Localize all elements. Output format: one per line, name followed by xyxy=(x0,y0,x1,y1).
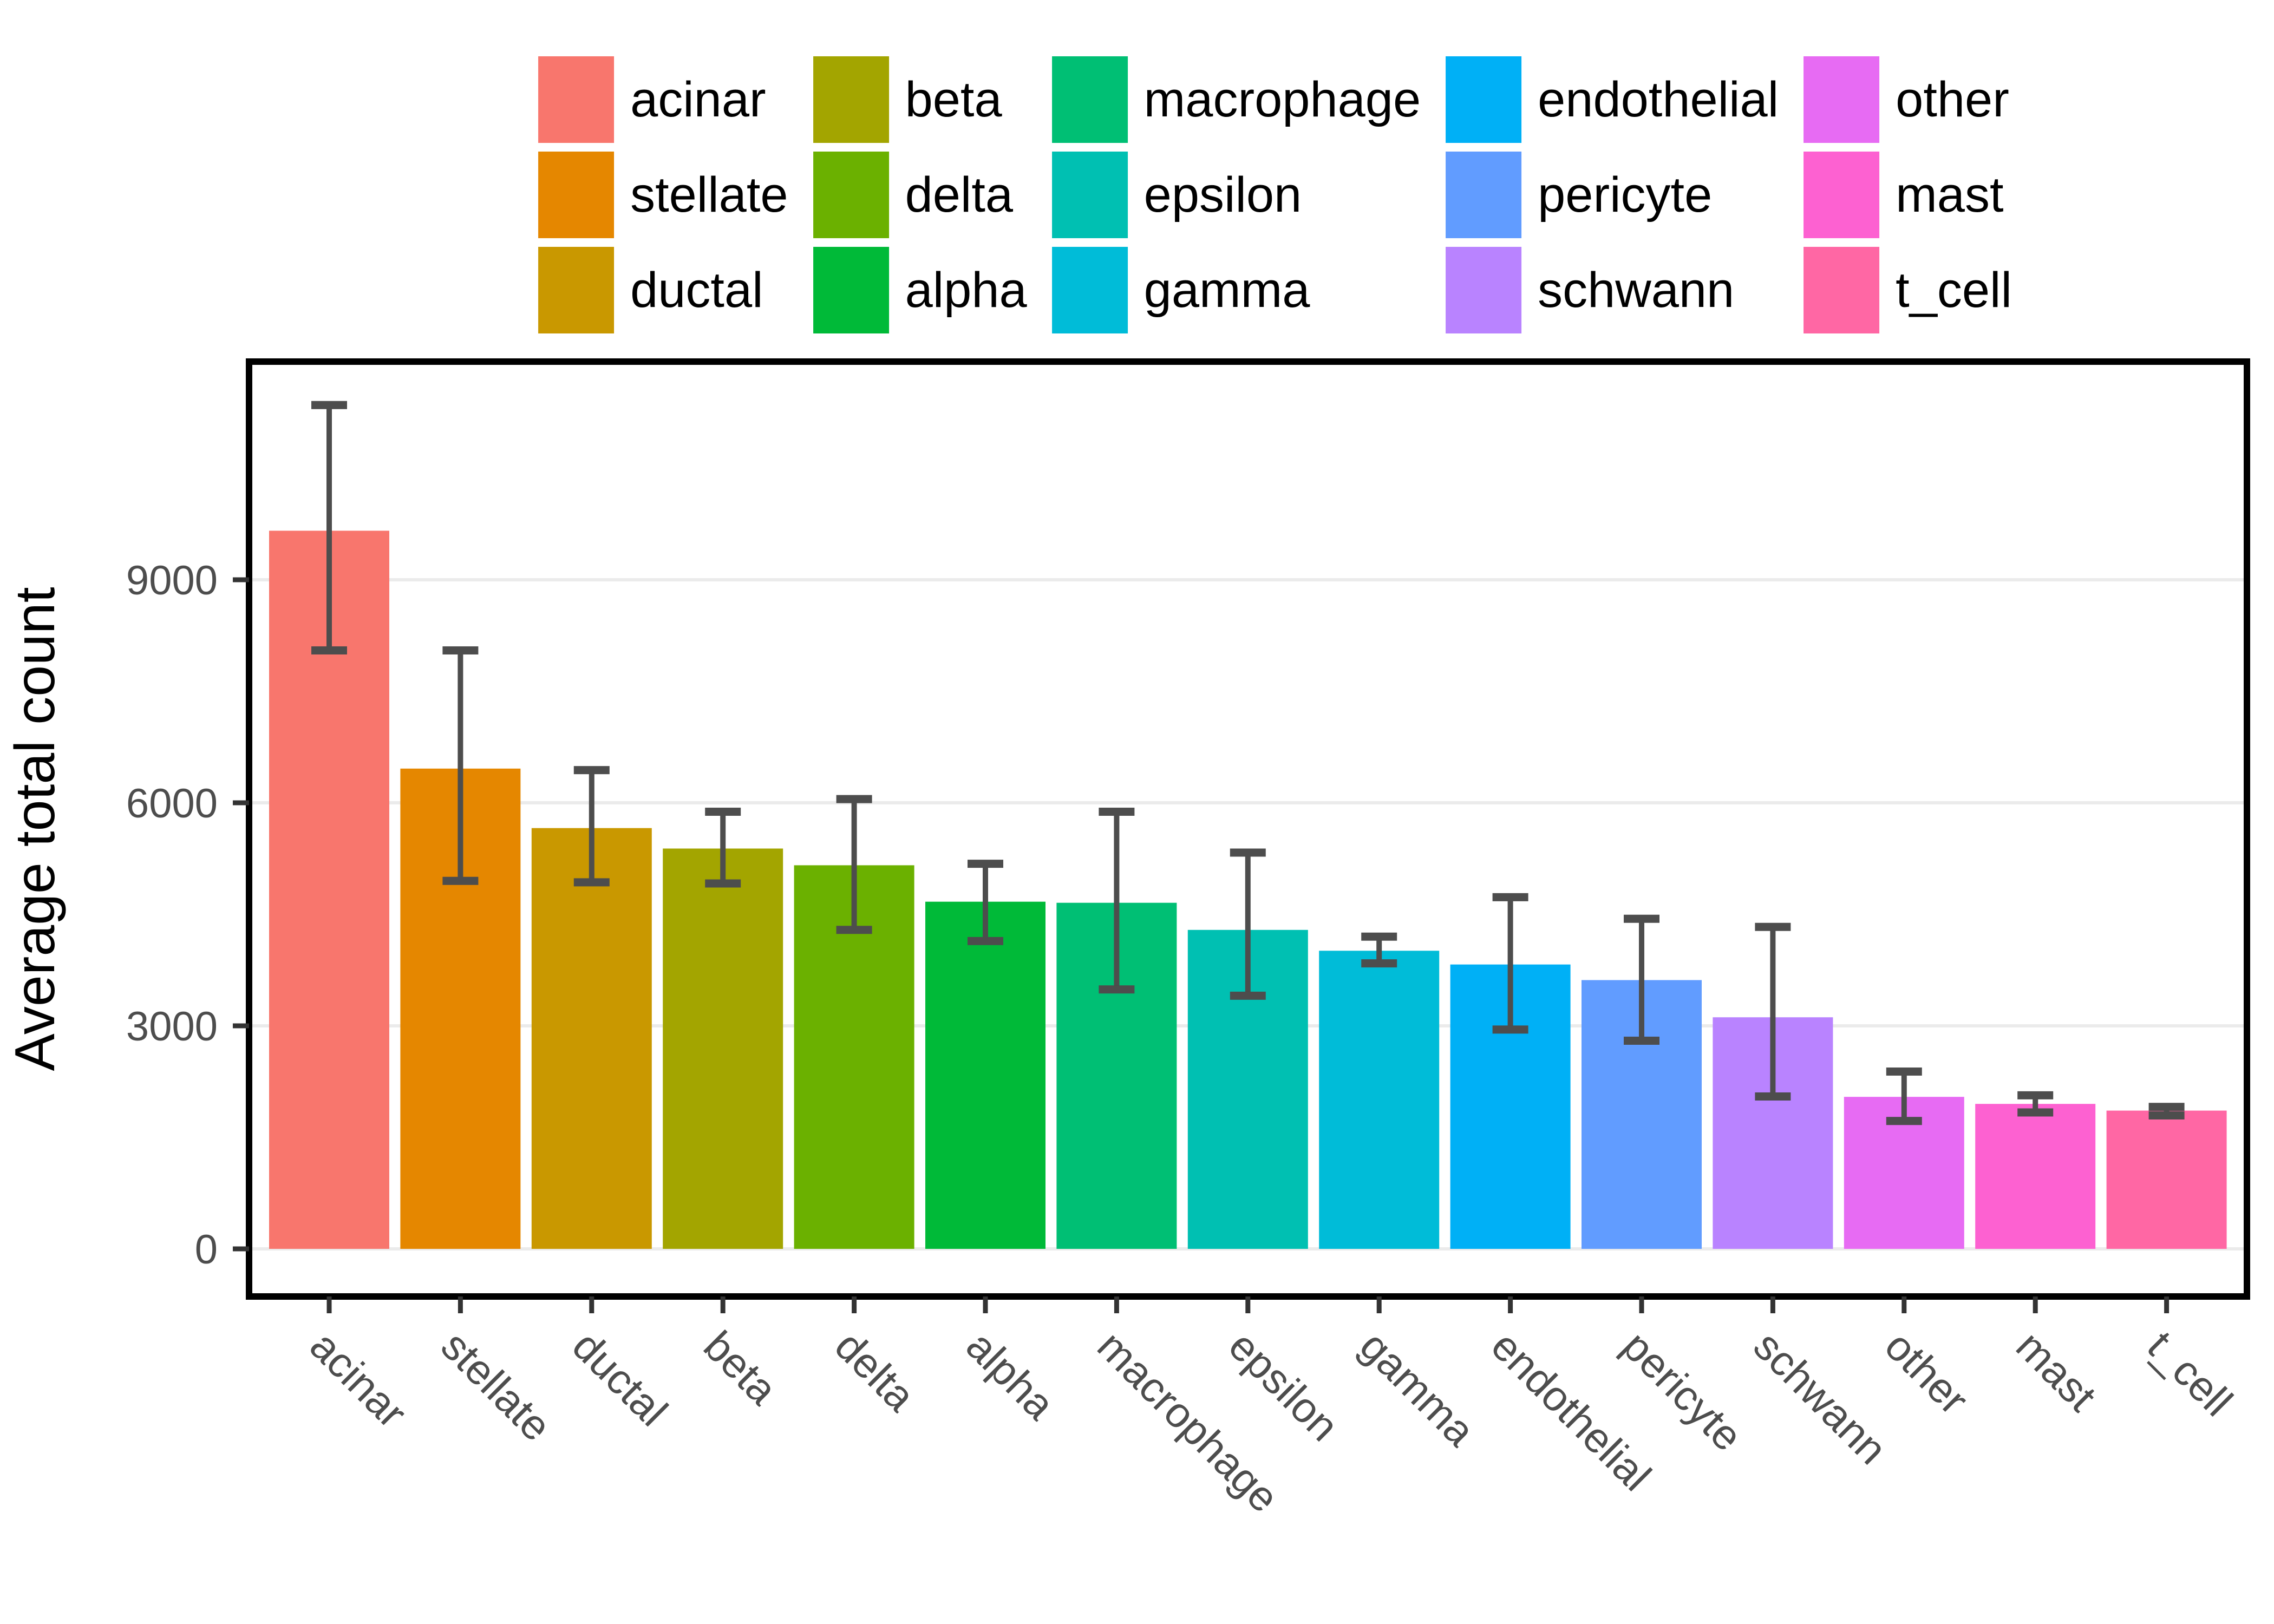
x-tick-label-mast: mast xyxy=(2007,1322,2106,1420)
legend-column: endothelial pericyte schwann xyxy=(1446,56,1779,333)
legend-key-swatch-acinar xyxy=(538,56,615,143)
legend-item-epsilon: epsilon xyxy=(1051,152,1421,238)
legend-label: macrophage xyxy=(1143,72,1421,127)
legend-label: mast xyxy=(1896,167,2004,222)
x-tick-label-schwann: schwann xyxy=(1744,1322,1896,1474)
legend-item-macrophage: macrophage xyxy=(1051,56,1421,143)
legend-item-other: other xyxy=(1803,56,2012,143)
x-tick-label-acinar: acinar xyxy=(301,1322,416,1437)
errorbar-ductal xyxy=(573,766,610,887)
legend-item-delta: delta xyxy=(813,152,1027,238)
errorbar-stellate xyxy=(442,646,479,885)
legend-item-stellate: stellate xyxy=(538,152,788,238)
legend-item-acinar: acinar xyxy=(538,56,788,143)
errorbar-schwann xyxy=(1755,922,1791,1101)
legend-key-swatch-epsilon xyxy=(1051,152,1128,238)
legend-item-pericyte: pericyte xyxy=(1446,152,1779,238)
errorbar-macrophage xyxy=(1099,808,1135,994)
legend-label: alpha xyxy=(905,263,1027,318)
legend-key-swatch-endothelial xyxy=(1446,56,1522,143)
legend-key-swatch-alpha xyxy=(813,247,889,333)
legend-item-mast: mast xyxy=(1803,152,2012,238)
errorbar-gamma xyxy=(1361,932,1397,968)
errorbar-endothelial xyxy=(1492,893,1528,1034)
x-tick-label-t_cell: t_cell xyxy=(2139,1322,2242,1425)
errorbar-alpha xyxy=(968,860,1003,945)
errorbar-pericyte xyxy=(1624,914,1659,1045)
legend-item-schwann: schwann xyxy=(1446,247,1779,333)
legend-label: epsilon xyxy=(1143,167,1302,222)
x-tick-label-ductal: ductal xyxy=(564,1322,677,1435)
legend-label: t_cell xyxy=(1896,263,2012,318)
legend-label: gamma xyxy=(1143,263,1310,318)
legend-key-swatch-pericyte xyxy=(1446,152,1522,238)
legend-label: ductal xyxy=(630,263,763,318)
legend-key-swatch-macrophage xyxy=(1051,56,1128,143)
legend-label: beta xyxy=(905,72,1002,127)
x-tick-label-pericyte: pericyte xyxy=(1613,1322,1752,1460)
legend-item-endothelial: endothelial xyxy=(1446,56,1779,143)
bar-beta xyxy=(663,848,783,1249)
x-tick-label-delta: delta xyxy=(826,1322,925,1420)
x-tick-label-beta: beta xyxy=(695,1322,787,1414)
legend-item-alpha: alpha xyxy=(813,247,1027,333)
legend-key-swatch-delta xyxy=(813,152,889,238)
legend-label: delta xyxy=(905,167,1014,222)
legend-key-swatch-stellate xyxy=(538,152,615,238)
legend-key-swatch-mast xyxy=(1803,152,1880,238)
errorbar-t_cell xyxy=(2148,1103,2185,1119)
bar-t_cell xyxy=(2106,1110,2227,1249)
legend-column: acinar stellate ductal xyxy=(538,56,788,333)
x-tick-label-stellate: stellate xyxy=(432,1322,560,1450)
legend-key-swatch-other xyxy=(1803,56,1880,143)
x-tick-label-other: other xyxy=(1876,1322,1978,1424)
legend-item-gamma: gamma xyxy=(1051,247,1421,333)
legend-key-swatch-ductal xyxy=(538,247,615,333)
legend-label: endothelial xyxy=(1538,72,1779,127)
legend-item-t_cell: t_cell xyxy=(1803,247,2012,333)
legend-column: macrophage epsilon gamma xyxy=(1051,56,1421,333)
errorbar-delta xyxy=(836,795,872,934)
y-tick-label-9000: 9000 xyxy=(126,558,218,604)
bar-mast xyxy=(1975,1104,2096,1249)
legend-label: pericyte xyxy=(1538,167,1713,222)
errorbar-beta xyxy=(705,808,741,888)
errorbar-acinar xyxy=(311,401,347,654)
legend-label: stellate xyxy=(630,167,788,222)
bar-ductal xyxy=(531,828,652,1249)
y-axis-title: Average total count xyxy=(4,587,67,1071)
legend-item-beta: beta xyxy=(813,56,1027,143)
y-tick-label-0: 0 xyxy=(195,1227,218,1273)
x-tick-label-epsilon: epsilon xyxy=(1220,1322,1348,1450)
errorbar-epsilon xyxy=(1230,848,1266,1000)
legend-column: other mast t_cell xyxy=(1803,56,2012,333)
y-tick-label-3000: 3000 xyxy=(126,1004,218,1050)
legend: acinar stellate ductal beta delta alpha macrop… xyxy=(538,56,2012,333)
legend-key-swatch-schwann xyxy=(1446,247,1522,333)
legend-label: acinar xyxy=(630,72,766,127)
legend-key-swatch-beta xyxy=(813,56,889,143)
legend-key-swatch-t_cell xyxy=(1803,247,1880,333)
x-tick-label-alpha: alpha xyxy=(957,1322,1064,1429)
errorbar-mast xyxy=(2017,1091,2054,1117)
legend-column: beta delta alpha xyxy=(813,56,1027,333)
x-tick-label-gamma: gamma xyxy=(1351,1322,1485,1456)
errorbar-other xyxy=(1886,1068,1922,1125)
bar-gamma xyxy=(1319,951,1440,1249)
legend-label: schwann xyxy=(1538,263,1735,318)
legend-item-ductal: ductal xyxy=(538,247,788,333)
legend-key-swatch-gamma xyxy=(1051,247,1128,333)
bar-alpha xyxy=(925,901,1045,1249)
y-tick-label-6000: 6000 xyxy=(126,781,218,827)
legend-label: other xyxy=(1896,72,2009,127)
